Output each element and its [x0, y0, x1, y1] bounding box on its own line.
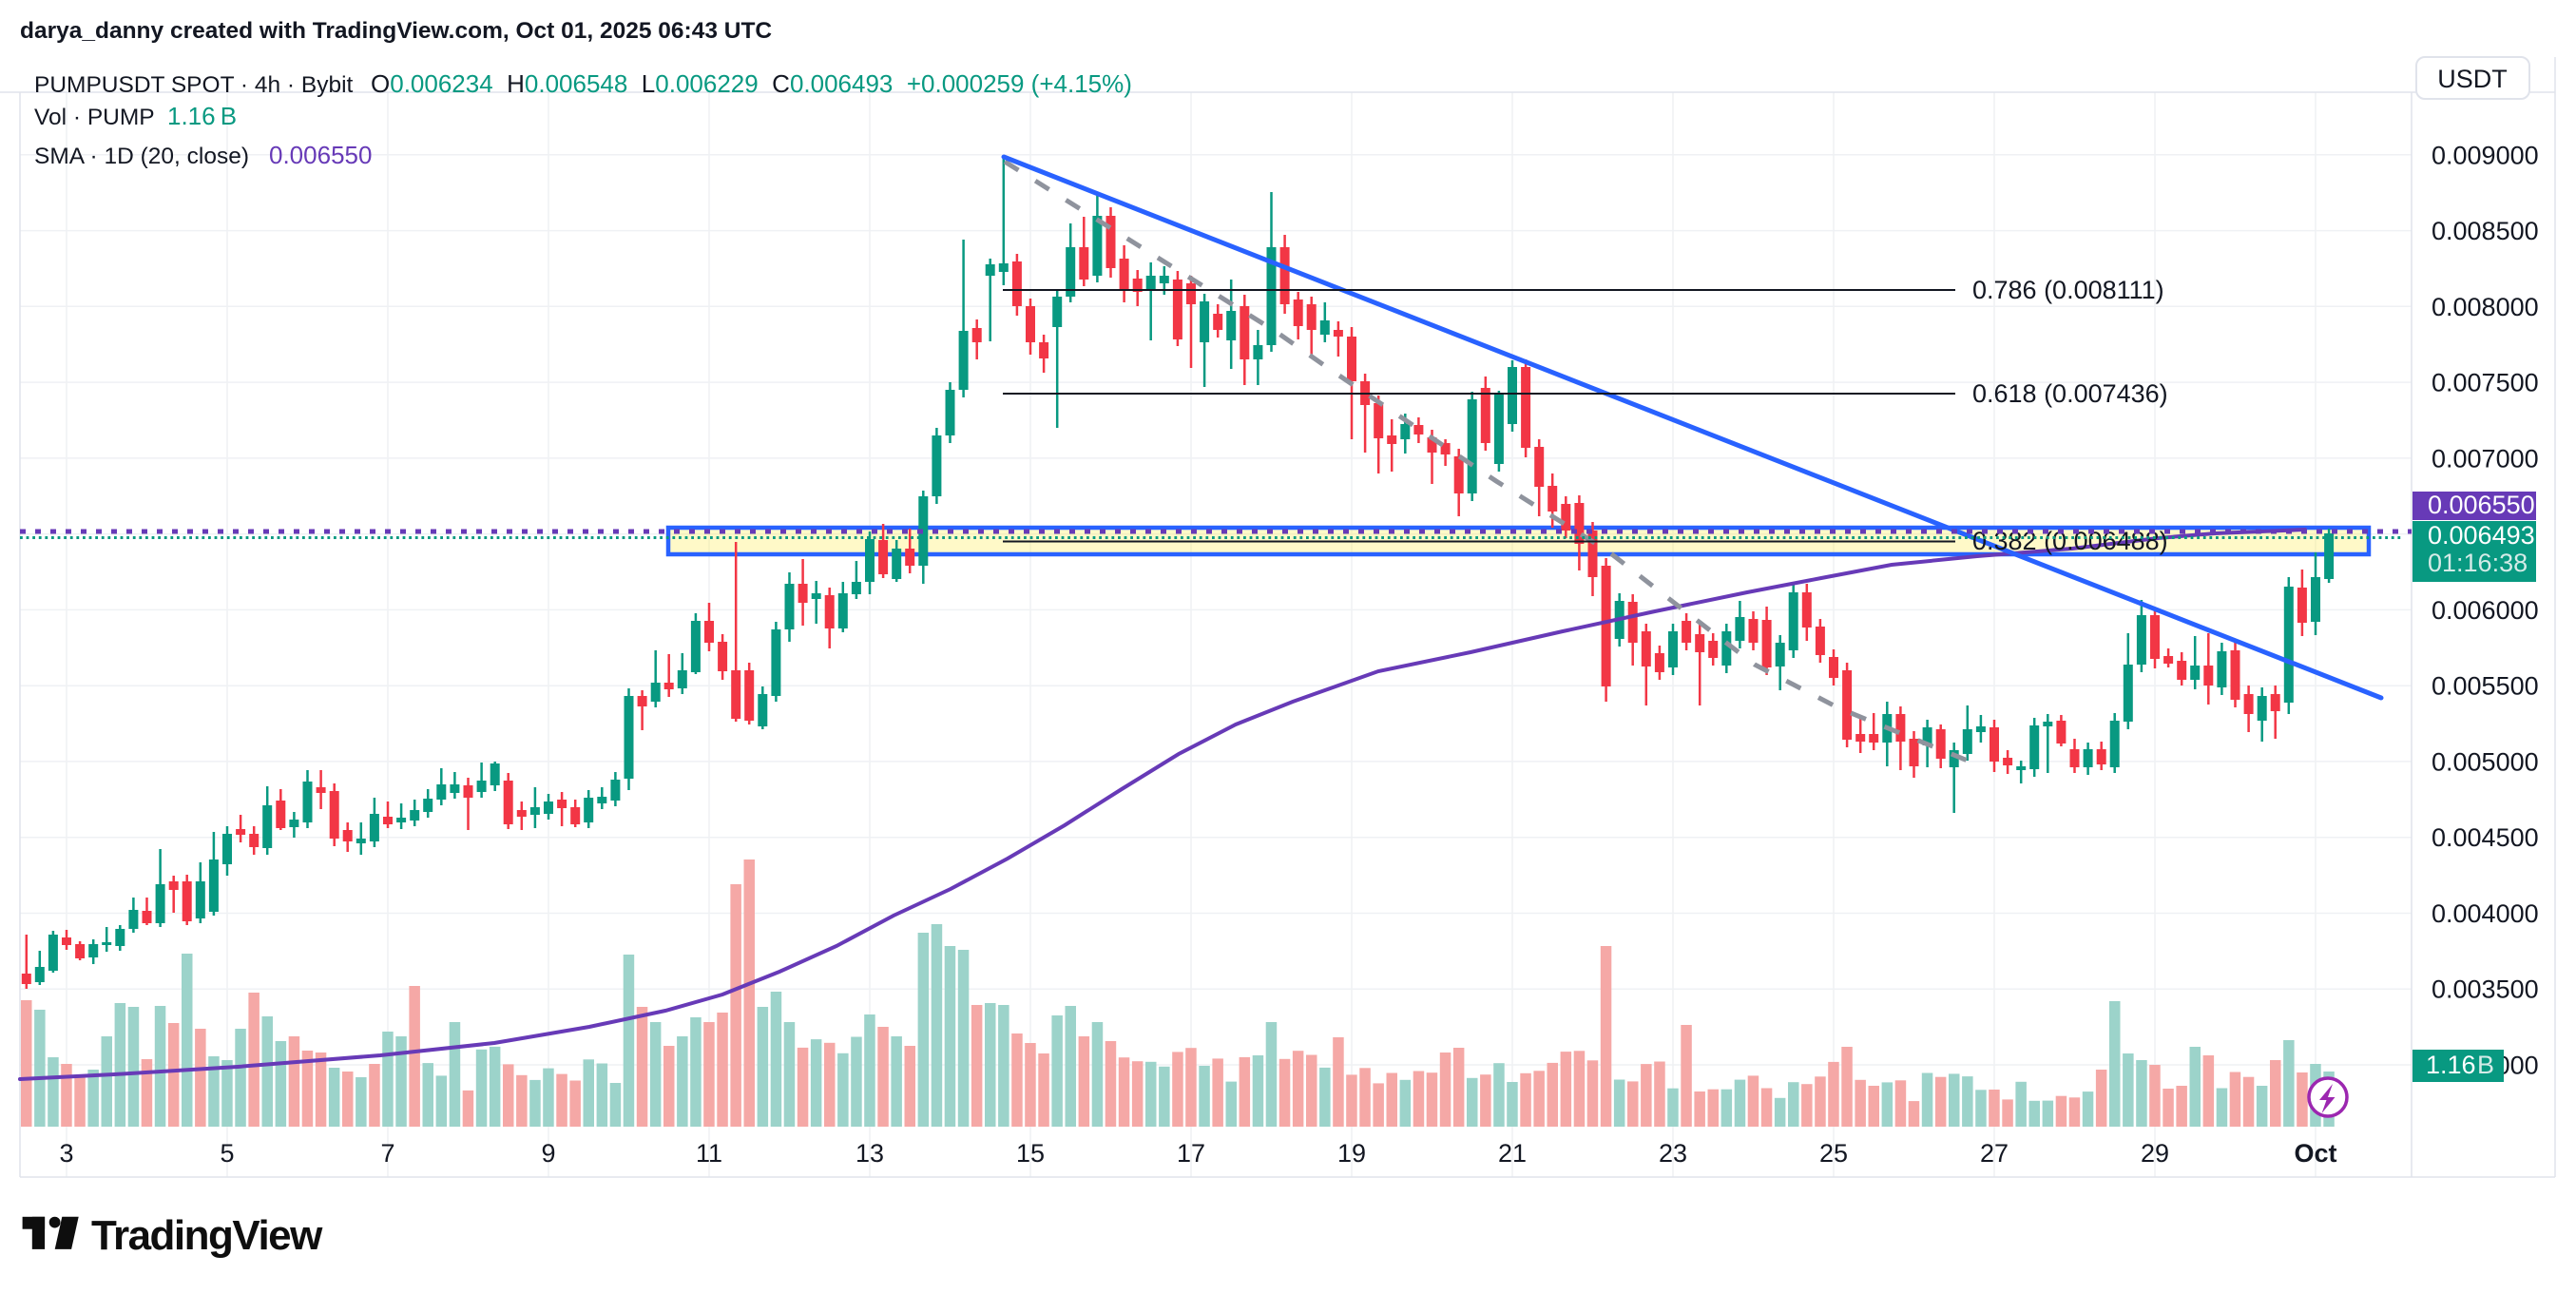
svg-text:11: 11 [696, 1139, 722, 1168]
svg-text:0.007500: 0.007500 [2432, 369, 2539, 397]
svg-text:B: B [2477, 1051, 2494, 1079]
svg-text:PUMPUSDT SPOT · 4h · Bybit: PUMPUSDT SPOT · 4h · Bybit [34, 72, 354, 98]
svg-text:25: 25 [1819, 1139, 1848, 1168]
svg-text:0.003500: 0.003500 [2432, 975, 2539, 1004]
svg-text:0.006493: 0.006493 [2428, 521, 2535, 550]
svg-text:21: 21 [1498, 1139, 1527, 1168]
svg-text:1.16: 1.16 [2426, 1051, 2476, 1079]
svg-text:19: 19 [1337, 1139, 1366, 1168]
svg-text:3: 3 [59, 1139, 73, 1168]
svg-text:0.008500: 0.008500 [2432, 217, 2539, 245]
svg-text:0.004000: 0.004000 [2432, 899, 2539, 928]
svg-text:USDT: USDT [2437, 65, 2508, 93]
svg-text:23: 23 [1659, 1139, 1687, 1168]
svg-text:7: 7 [380, 1139, 394, 1168]
svg-text:Vol · PUMP: Vol · PUMP [34, 105, 155, 130]
svg-text:29: 29 [2141, 1139, 2169, 1168]
svg-text:01:16:38: 01:16:38 [2428, 549, 2528, 577]
svg-text:13: 13 [855, 1139, 884, 1168]
svg-text:darya_danny created with Tradi: darya_danny created with TradingView.com… [20, 18, 772, 44]
svg-text:0.006000: 0.006000 [2432, 596, 2539, 625]
svg-text:TradingView: TradingView [91, 1212, 323, 1259]
svg-text:0.006550: 0.006550 [2428, 491, 2535, 519]
svg-text:O0.006234 H0.006548 L0.00622: O0.006234 H0.006548 L0.006229 C0.006493 … [371, 69, 1132, 98]
svg-text:15: 15 [1016, 1139, 1045, 1168]
svg-text:Oct: Oct [2294, 1139, 2336, 1168]
svg-text:9: 9 [541, 1139, 555, 1168]
svg-text:0.006550: 0.006550 [269, 141, 372, 169]
svg-text:0.005500: 0.005500 [2432, 672, 2539, 701]
svg-text:1.16 B: 1.16 B [167, 102, 237, 130]
svg-text:0.007000: 0.007000 [2432, 444, 2539, 473]
svg-text:0.618 (0.007436): 0.618 (0.007436) [1972, 379, 2168, 408]
svg-text:0.005000: 0.005000 [2432, 747, 2539, 776]
svg-text:SMA · 1D (20, close): SMA · 1D (20, close) [34, 144, 249, 169]
svg-text:27: 27 [1980, 1139, 2009, 1168]
svg-text:0.009000: 0.009000 [2432, 141, 2539, 169]
svg-text:0.004500: 0.004500 [2432, 823, 2539, 852]
svg-text:0.008000: 0.008000 [2432, 293, 2539, 321]
svg-text:5: 5 [220, 1139, 234, 1168]
svg-text:17: 17 [1177, 1139, 1205, 1168]
svg-text:0.786 (0.008111): 0.786 (0.008111) [1972, 276, 2164, 304]
